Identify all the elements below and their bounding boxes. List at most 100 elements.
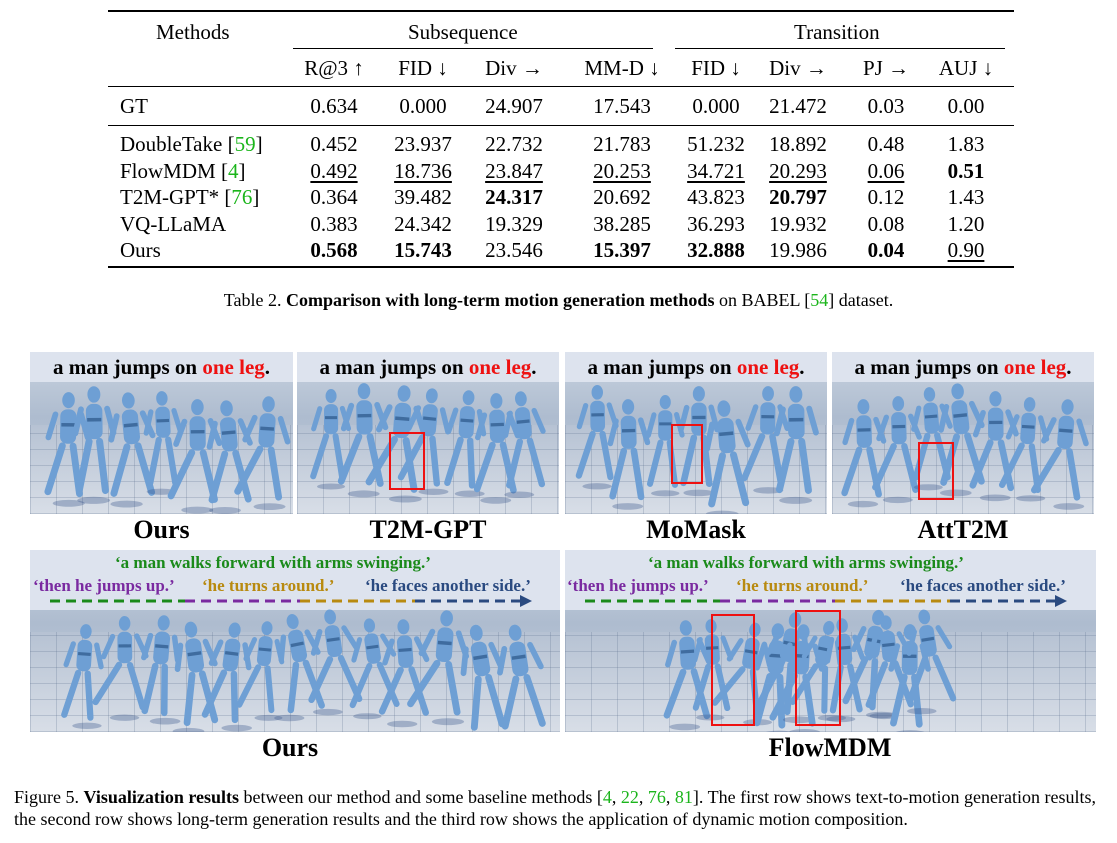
table-cell-wrap: 20.797 bbox=[748, 185, 848, 209]
prompt-text: a man jumps on one leg. bbox=[319, 355, 537, 379]
table-cell-wrap: 0.06 bbox=[836, 159, 936, 183]
table-cell: 23.546 bbox=[485, 238, 543, 262]
table-cell-wrap: 18.892 bbox=[748, 132, 848, 156]
figure-icon bbox=[888, 623, 932, 732]
figure-icon bbox=[678, 385, 721, 497]
table-cell-wrap: 22.732 bbox=[464, 132, 564, 156]
table-cell: 15.397 bbox=[593, 238, 651, 262]
figure-icon bbox=[407, 610, 470, 726]
table-cell-wrap: 1.83 bbox=[916, 132, 1016, 156]
prompt-segment: ‘he faces another side.’ bbox=[365, 576, 531, 595]
method-cite[interactable]: 4 bbox=[227, 159, 239, 183]
table-cell-wrap: 38.285 bbox=[572, 212, 672, 236]
prompt-text: a man jumps on one leg. bbox=[587, 355, 805, 379]
table-cell: 0.03 bbox=[867, 94, 905, 118]
table-cell: 0.00 bbox=[947, 94, 985, 118]
figure-icon bbox=[576, 385, 620, 490]
table-cell: 0.48 bbox=[867, 132, 905, 156]
table-cell: 1.20 bbox=[947, 212, 985, 236]
table-cell-wrap: 24.907 bbox=[464, 94, 564, 118]
table-top-rule bbox=[108, 10, 1014, 12]
metric-header: PJ → bbox=[862, 56, 910, 80]
table-cell: 0.90 bbox=[947, 238, 985, 262]
table-cell-wrap: 1.20 bbox=[916, 212, 1016, 236]
table-cell: 21.472 bbox=[769, 94, 827, 118]
table-cell: 20.797 bbox=[769, 185, 827, 209]
table-cell-wrap: 21.472 bbox=[748, 94, 848, 118]
table-cell: 17.543 bbox=[593, 94, 651, 118]
table-cell: 1.43 bbox=[947, 185, 985, 209]
row-method: FlowMDM [4] bbox=[120, 159, 246, 183]
prompt-segment: ‘he turns around.’ bbox=[202, 576, 335, 595]
fig-cite[interactable]: 81 bbox=[674, 787, 693, 807]
table-cell: 0.000 bbox=[692, 94, 740, 118]
table-cell: 0.492 bbox=[310, 159, 358, 183]
table-cell: 19.932 bbox=[769, 212, 827, 236]
table-cell: 24.907 bbox=[485, 94, 543, 118]
fig-caption-text2: ]. The first row shows text-to-motion ge… bbox=[14, 787, 1097, 829]
gt-rule bbox=[108, 125, 1014, 126]
prompt-line1-left: ‘a man walks forward with arms swinging.… bbox=[115, 553, 431, 572]
fig-caption-prefix: Figure 5. bbox=[14, 787, 84, 807]
table-cell: 0.452 bbox=[310, 132, 358, 156]
table-cell: 19.986 bbox=[769, 238, 827, 262]
table-cell: 32.888 bbox=[687, 238, 745, 262]
method-cite[interactable]: 76 bbox=[231, 185, 253, 209]
figure-icon bbox=[774, 386, 820, 504]
row-method: DoubleTake [59] bbox=[120, 132, 263, 156]
subsequence-rule bbox=[293, 48, 653, 49]
metric-header: AUJ ↓ bbox=[938, 56, 994, 80]
prompt-segment: ‘he turns around.’ bbox=[736, 576, 869, 595]
t2m-panel: a man jumps on one leg. bbox=[297, 352, 559, 514]
highlight-box bbox=[711, 614, 755, 726]
caption-middle: on BABEL [ bbox=[714, 290, 811, 310]
table-cell-wrap: 23.847 bbox=[464, 159, 564, 183]
prompt-text: a man jumps on one leg. bbox=[854, 355, 1072, 379]
metric-header: Div → bbox=[485, 56, 543, 80]
t2m-panel: a man jumps on one leg. bbox=[30, 352, 293, 514]
table-cell: 0.06 bbox=[867, 159, 905, 183]
figure-icon bbox=[607, 398, 650, 510]
metric-header: MM-D ↓ bbox=[584, 56, 660, 80]
figure-icon bbox=[143, 391, 184, 495]
prompt-text: a man jumps on one leg. bbox=[52, 355, 271, 379]
figure-icon bbox=[397, 388, 451, 496]
figure-icon bbox=[60, 624, 104, 729]
t2m-panel: a man jumps on one leg. bbox=[565, 352, 827, 514]
table-cell-wrap: 36.293 bbox=[666, 212, 766, 236]
figure-icon bbox=[92, 615, 149, 721]
figure-icon bbox=[72, 385, 117, 504]
table-cell: 24.342 bbox=[394, 212, 452, 236]
row-method: GT bbox=[120, 94, 148, 118]
method-cite[interactable]: 59 bbox=[234, 132, 256, 156]
figure-icon bbox=[235, 620, 284, 721]
table-cell-wrap: 0.51 bbox=[916, 159, 1016, 183]
figure-icon bbox=[172, 621, 219, 732]
figure-icon bbox=[201, 622, 252, 732]
table-cell-wrap: 0.08 bbox=[836, 212, 936, 236]
table-cell: 20.293 bbox=[769, 159, 827, 183]
table-cell-wrap: 20.293 bbox=[748, 159, 848, 183]
method-label: T2M-GPT bbox=[369, 515, 487, 544]
prompt-segment: ‘then he jumps up.’ bbox=[567, 576, 709, 595]
table-cell: 15.743 bbox=[394, 238, 452, 262]
fig-cite[interactable]: 22 bbox=[620, 787, 639, 807]
figure-icon bbox=[704, 400, 752, 514]
table-cell-wrap: 15.743 bbox=[373, 238, 473, 262]
fig-cite[interactable]: 4 bbox=[602, 787, 612, 807]
caption-cite[interactable]: 54 bbox=[810, 290, 829, 310]
figure-icon bbox=[349, 618, 400, 720]
table-cell: 20.253 bbox=[593, 159, 651, 183]
table-cell-wrap: 0.04 bbox=[836, 238, 936, 262]
table-cell: 0.04 bbox=[867, 238, 905, 262]
table-cell-wrap: 0.492 bbox=[284, 159, 384, 183]
fig-cite[interactable]: 76 bbox=[647, 787, 666, 807]
table-cell: 23.847 bbox=[485, 159, 543, 183]
table-caption: Table 2. Comparison with long-term motio… bbox=[0, 290, 1117, 311]
prompt-segment: ‘then he jumps up.’ bbox=[33, 576, 175, 595]
table-cell: 0.12 bbox=[867, 185, 905, 209]
table-cell-wrap: 15.397 bbox=[572, 238, 672, 262]
longterm-panel-ours bbox=[30, 550, 560, 732]
fig-caption-sep: , bbox=[665, 787, 675, 807]
figure-icon bbox=[168, 399, 223, 514]
